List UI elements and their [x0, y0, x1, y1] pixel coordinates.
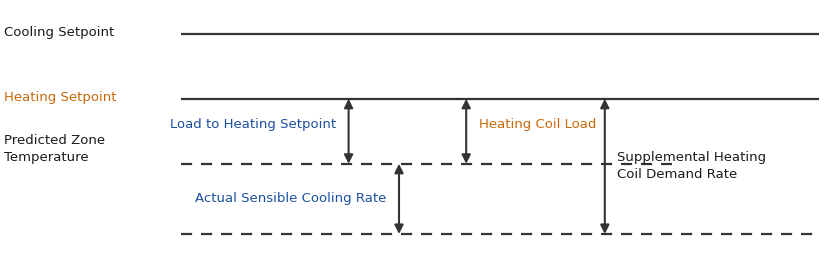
Text: Heating Setpoint: Heating Setpoint: [4, 91, 117, 104]
Text: Predicted Zone
Temperature: Predicted Zone Temperature: [4, 134, 105, 165]
Text: Actual Sensible Cooling Rate: Actual Sensible Cooling Rate: [195, 192, 386, 205]
Text: Load to Heating Setpoint: Load to Heating Setpoint: [170, 118, 336, 131]
Text: Supplemental Heating
Coil Demand Rate: Supplemental Heating Coil Demand Rate: [617, 151, 767, 181]
Text: Heating Coil Load: Heating Coil Load: [479, 118, 596, 131]
Text: Cooling Setpoint: Cooling Setpoint: [4, 26, 114, 39]
